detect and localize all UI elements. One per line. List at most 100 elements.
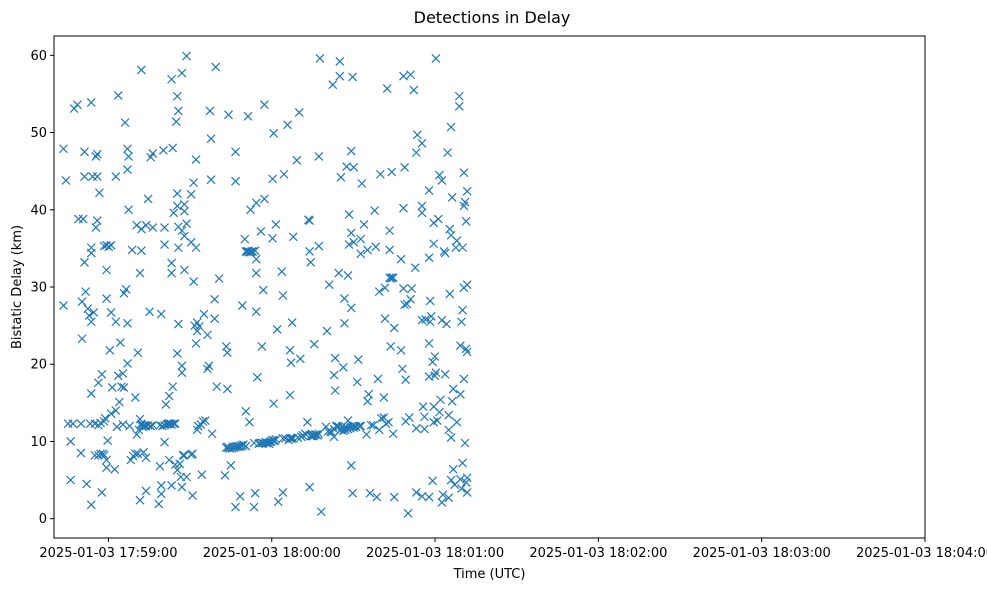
data-point — [127, 245, 137, 255]
data-point — [76, 448, 86, 458]
x-tick-label: 2025-01-03 18:04:00 — [856, 546, 987, 561]
data-point — [251, 268, 261, 278]
data-point — [330, 353, 340, 363]
data-point — [460, 438, 470, 448]
data-point — [334, 268, 344, 278]
data-point — [188, 491, 197, 500]
data-point — [99, 416, 109, 426]
data-point — [257, 342, 267, 351]
data-point — [132, 430, 142, 439]
data-point — [343, 270, 353, 280]
data-point — [389, 323, 399, 333]
data-point — [103, 436, 113, 446]
data-point — [372, 492, 382, 502]
data-point — [106, 240, 116, 250]
data-point — [357, 179, 367, 188]
data-point — [136, 246, 146, 256]
data-point — [203, 330, 212, 340]
data-point — [239, 440, 248, 449]
data-point — [66, 437, 76, 446]
data-point — [148, 148, 158, 158]
data-point — [175, 459, 185, 469]
data-point — [375, 169, 385, 179]
data-point — [342, 162, 352, 171]
data-point — [269, 399, 279, 409]
data-point — [285, 433, 295, 443]
data-point — [328, 80, 338, 90]
data-point — [346, 228, 356, 238]
data-point — [305, 482, 315, 492]
x-tick-label: 2025-01-03 18:00:00 — [203, 546, 341, 561]
data-point — [124, 205, 134, 215]
data-point — [446, 433, 456, 443]
data-point — [126, 455, 136, 465]
data-point — [99, 450, 109, 460]
data-point — [102, 265, 111, 275]
data-point — [92, 149, 102, 159]
data-point — [354, 421, 364, 431]
data-point — [429, 239, 439, 249]
data-point — [356, 234, 366, 244]
data-point — [460, 197, 470, 207]
data-point — [445, 289, 455, 299]
data-point — [173, 319, 183, 329]
data-point — [90, 450, 100, 460]
data-point — [385, 245, 395, 255]
data-point — [251, 198, 261, 208]
data-point — [168, 143, 178, 153]
data-point — [329, 432, 339, 442]
data-point — [346, 303, 356, 313]
data-point — [438, 490, 448, 500]
data-point — [363, 396, 372, 406]
data-point — [428, 476, 438, 486]
data-point — [452, 236, 462, 246]
data-point — [246, 205, 255, 215]
data-point — [89, 308, 99, 317]
data-point — [156, 309, 166, 319]
data-point — [399, 284, 408, 293]
data-point — [401, 375, 411, 385]
data-point — [121, 284, 131, 294]
data-point — [224, 110, 233, 120]
data-point — [191, 243, 201, 253]
data-point — [205, 106, 215, 116]
data-point — [411, 488, 421, 497]
data-point — [80, 257, 89, 267]
data-point — [133, 449, 143, 459]
data-point — [400, 162, 410, 172]
data-point — [287, 318, 297, 327]
data-point — [167, 420, 177, 429]
data-point — [164, 391, 174, 401]
data-point — [338, 362, 348, 372]
data-point — [277, 267, 287, 276]
data-point — [424, 186, 434, 195]
data-point — [113, 371, 123, 381]
data-point — [104, 242, 114, 252]
data-point — [380, 283, 390, 293]
data-point — [141, 220, 151, 230]
data-point — [222, 348, 232, 358]
data-point — [388, 273, 398, 283]
data-point — [417, 138, 427, 148]
data-point — [364, 389, 374, 399]
data-point — [462, 473, 472, 483]
data-point — [231, 147, 240, 157]
data-point — [250, 488, 260, 498]
data-point — [396, 345, 406, 355]
data-point — [146, 421, 156, 431]
data-point — [170, 419, 180, 429]
data-point — [123, 359, 132, 368]
y-axis: 0 10 20 30 40 50 60 — [30, 49, 54, 527]
data-point — [139, 447, 148, 457]
data-point — [417, 315, 427, 325]
data-point — [107, 382, 117, 392]
data-point — [374, 287, 384, 297]
data-point — [130, 449, 140, 459]
data-point — [404, 413, 414, 422]
data-point — [353, 355, 363, 365]
data-point — [457, 317, 466, 327]
data-point — [158, 145, 168, 155]
data-point — [172, 201, 182, 211]
data-point — [178, 450, 188, 460]
data-point — [382, 84, 392, 93]
